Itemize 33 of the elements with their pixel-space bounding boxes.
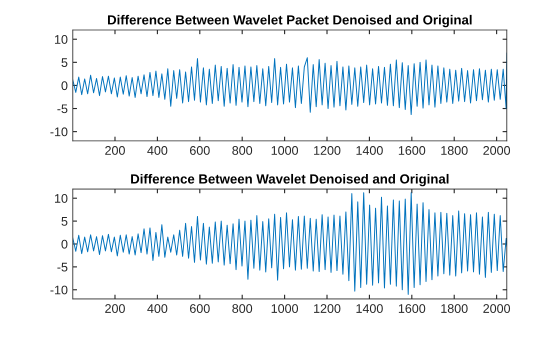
x-tick-label: 600: [190, 146, 210, 155]
x-tick-label: 1000: [272, 304, 298, 313]
y-tick-label: 5: [61, 58, 68, 67]
y-tick-label: 0: [61, 81, 68, 90]
y-tick-label: -5: [57, 262, 68, 272]
y-tick-label: 0: [61, 240, 68, 249]
x-tick-label: 600: [190, 304, 210, 313]
x-tick-label: 1200: [314, 146, 340, 155]
x-tick-label: 800: [232, 146, 252, 155]
x-tick-label: 400: [147, 304, 168, 313]
x-tick-label: 800: [232, 304, 252, 313]
x-tick-label: 1400: [356, 146, 383, 155]
x-tick-label: 2000: [483, 146, 510, 155]
x-tick-label: 1800: [441, 304, 468, 313]
x-tick-label: 1800: [441, 146, 468, 155]
x-tick-label: 400: [147, 146, 168, 155]
y-tick-label: -5: [57, 104, 68, 114]
x-tick-label: 1600: [398, 304, 426, 313]
line-series: [72, 192, 507, 295]
x-tick-label: 200: [105, 146, 125, 155]
x-tick-label: 1000: [272, 146, 298, 155]
y-tick-label: 10: [54, 35, 68, 44]
y-tick-label: 5: [61, 217, 68, 226]
x-tick-label: 1600: [398, 146, 426, 155]
x-tick-label: 2000: [483, 304, 510, 313]
x-tick-label: 1200: [314, 304, 340, 313]
y-tick-label: 10: [54, 194, 68, 203]
x-tick-label: 200: [105, 304, 125, 313]
chart-title: Difference Between Wavelet Denoised and Original: [131, 174, 448, 186]
chart-title: Difference Between Wavelet Packet Denoised and Original: [108, 14, 472, 28]
x-tick-label: 1400: [356, 304, 383, 313]
y-tick-label: -10: [50, 127, 68, 136]
y-tick-label: -10: [50, 286, 68, 294]
